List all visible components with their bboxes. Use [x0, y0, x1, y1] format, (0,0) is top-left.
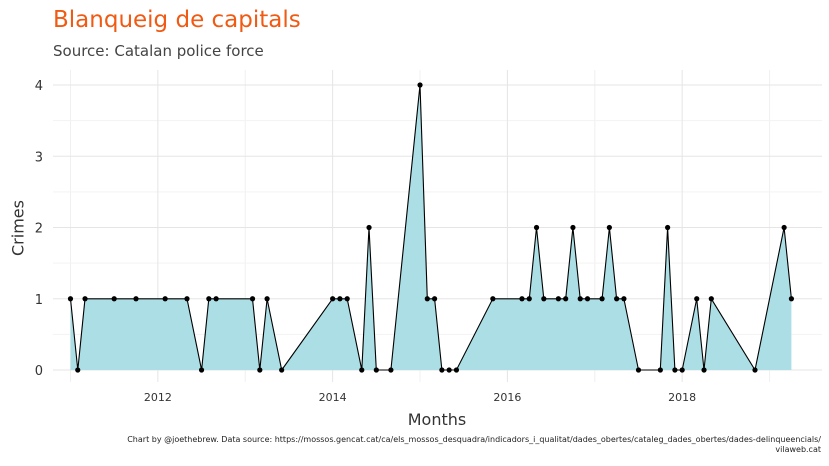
data-point [519, 296, 525, 302]
data-point [206, 296, 212, 302]
data-point [344, 296, 350, 302]
x-tick-label: 2016 [493, 391, 521, 404]
data-point [781, 224, 787, 231]
data-point [249, 296, 256, 302]
y-axis-label: Crimes [8, 200, 28, 256]
data-point [184, 296, 190, 302]
y-tick-label: 4 [35, 79, 43, 94]
caption-site: vilaweb.cat [775, 445, 821, 454]
x-axis-ticks: 2012 2014 2016 2018 [144, 391, 696, 404]
x-tick-label: 2018 [668, 391, 696, 404]
data-point [563, 296, 569, 302]
y-tick-label: 0 [35, 364, 43, 379]
area-fill [70, 85, 792, 370]
data-point [337, 296, 343, 302]
data-point [614, 296, 620, 302]
data-point [162, 296, 168, 302]
y-tick-label: 3 [35, 150, 43, 165]
data-point [701, 367, 707, 373]
data-point [439, 367, 445, 373]
data-point [577, 296, 583, 302]
data-point [198, 367, 205, 373]
data-point [621, 296, 627, 302]
y-tick-label: 2 [35, 222, 43, 237]
data-point [665, 224, 671, 231]
caption-source: Chart by @joethebrew. Data source: https… [127, 435, 821, 444]
data-point [257, 367, 263, 373]
data-points [67, 82, 795, 373]
data-point [555, 296, 561, 302]
data-point [541, 296, 547, 302]
data-point [672, 367, 678, 373]
data-point [446, 367, 452, 373]
data-point [330, 296, 336, 302]
data-point [752, 367, 758, 373]
y-axis-ticks: 0 1 2 3 4 [35, 79, 43, 379]
chart-subtitle: Source: Catalan police force [53, 42, 264, 60]
series-line [69, 84, 792, 372]
chart-caption: Chart by @joethebrew. Data source: https… [61, 435, 821, 455]
data-point [279, 367, 285, 373]
data-point [67, 296, 74, 302]
data-point [264, 296, 270, 302]
data-point [373, 367, 379, 373]
data-point [533, 224, 540, 231]
data-point [657, 367, 663, 373]
data-point [75, 367, 81, 373]
data-point [431, 296, 438, 302]
data-point [584, 296, 591, 302]
data-point [635, 367, 642, 373]
x-tick-label: 2014 [319, 391, 347, 404]
data-point [388, 367, 394, 373]
data-point [679, 367, 685, 373]
data-point [417, 82, 423, 88]
x-tick-label: 2012 [144, 391, 172, 404]
data-point [424, 296, 430, 302]
data-point [599, 296, 605, 302]
data-point [694, 296, 700, 302]
data-point [359, 367, 365, 373]
data-point [708, 296, 714, 302]
data-point [788, 296, 795, 302]
chart-title: Blanqueig de capitals [53, 7, 301, 33]
data-point [133, 296, 139, 302]
data-point [490, 296, 496, 302]
y-tick-label: 1 [35, 293, 43, 308]
data-point [82, 296, 88, 302]
data-point [111, 296, 117, 302]
data-point [366, 224, 372, 231]
data-point [570, 224, 576, 231]
data-point [526, 296, 532, 302]
data-point [606, 224, 612, 231]
data-point [453, 367, 460, 373]
x-axis-label: Months [407, 410, 467, 429]
data-point [213, 296, 219, 302]
